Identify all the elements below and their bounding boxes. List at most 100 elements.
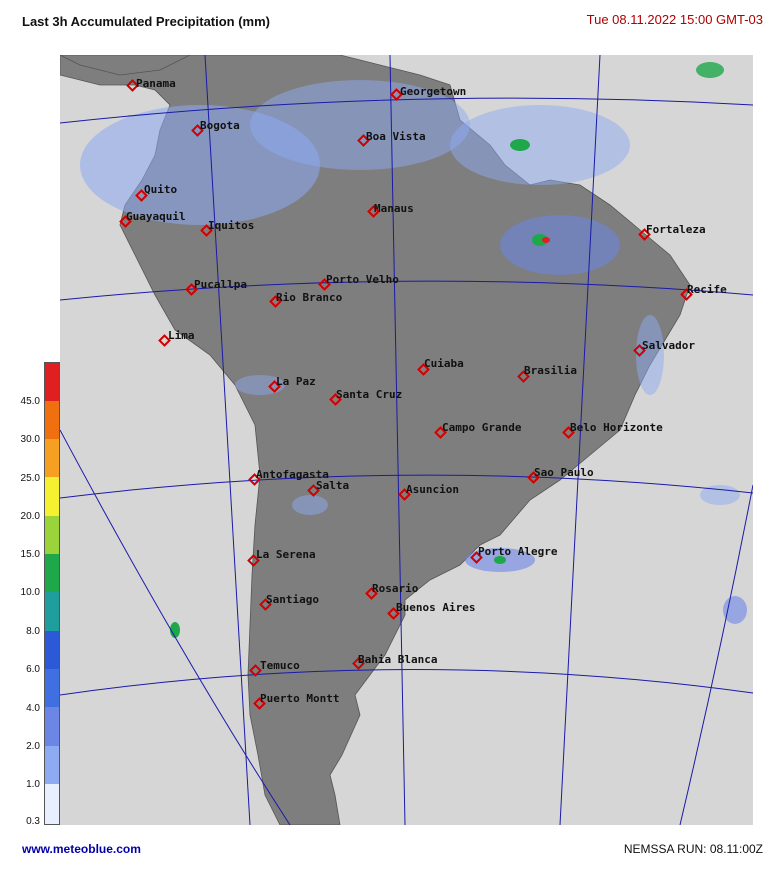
city-antofagasta[interactable]: Antofagasta: [248, 468, 329, 486]
city-layer: Panama Georgetown Bogota Boa Vista Quito…: [119, 77, 728, 710]
city-fortaleza[interactable]: Fortaleza: [638, 223, 706, 241]
colorbar-segment: [45, 784, 59, 824]
city-label: Recife: [687, 283, 727, 296]
colorbar-segment: [45, 477, 59, 516]
precipitation-map[interactable]: Panama Georgetown Bogota Boa Vista Quito…: [60, 55, 753, 825]
city-quito[interactable]: Quito: [135, 183, 178, 202]
colorbar-segment: [45, 439, 59, 477]
meteoblue-link[interactable]: www.meteoblue.com: [22, 842, 141, 856]
city-label: Quito: [144, 183, 177, 196]
colorbar-label: 20.0: [20, 511, 40, 522]
city-porto-alegre[interactable]: Porto Alegre: [470, 545, 558, 564]
city-asuncion[interactable]: Asuncion: [398, 483, 459, 501]
city-label: Boa Vista: [366, 130, 426, 143]
city-label: Bogota: [200, 119, 240, 132]
city-label: La Serena: [256, 548, 316, 561]
city-label: Iquitos: [208, 219, 254, 232]
city-label: Fortaleza: [646, 223, 706, 236]
city-temuco[interactable]: Temuco: [249, 659, 301, 677]
colorbar-segment: [45, 631, 59, 669]
colorbar-segment: [45, 401, 59, 439]
city-label: Antofagasta: [256, 468, 329, 481]
colorbar-segment: [45, 669, 59, 707]
colorbar-segment: [45, 746, 59, 784]
city-label: Puerto Montt: [260, 692, 339, 705]
colorbar-label: 30.0: [20, 434, 40, 445]
city-recife[interactable]: Recife: [680, 283, 728, 301]
city-guayaquil[interactable]: Guayaquil: [119, 210, 186, 228]
city-georgetown[interactable]: Georgetown: [390, 85, 467, 101]
colorbar-label: 25.0: [20, 473, 40, 484]
city-label: Guayaquil: [126, 210, 186, 223]
colorbar-label: 0.3: [26, 816, 40, 827]
colorbar-segment: [45, 516, 59, 554]
city-label: Rio Branco: [276, 291, 343, 304]
colorbar-label: 1.0: [26, 779, 40, 790]
colorbar-label: 15.0: [20, 549, 40, 560]
city-campo-grande[interactable]: Campo Grande: [434, 421, 522, 439]
colorbar-label: 8.0: [26, 626, 40, 637]
city-label: Temuco: [260, 659, 300, 672]
city-puerto-montt[interactable]: Puerto Montt: [253, 692, 340, 710]
city-label: Sao Paulo: [534, 466, 594, 479]
city-label: Salta: [316, 479, 349, 492]
city-rosario[interactable]: Rosario: [365, 582, 419, 600]
city-label: Campo Grande: [442, 421, 522, 434]
city-boa-vista[interactable]: Boa Vista: [357, 130, 426, 147]
city-la-paz[interactable]: La Paz: [268, 375, 316, 393]
city-rio-branco[interactable]: Rio Branco: [269, 291, 343, 308]
colorbar-label: 2.0: [26, 741, 40, 752]
city-label: Cuiaba: [424, 357, 464, 370]
city-label: Lima: [168, 329, 195, 342]
colorbar-label: 45.0: [20, 396, 40, 407]
city-porto-velho[interactable]: Porto Velho: [318, 273, 400, 291]
colorbar-label: 4.0: [26, 703, 40, 714]
city-brasilia[interactable]: Brasilia: [517, 364, 577, 383]
precipitation-overlay: [80, 62, 747, 638]
city-santa-cruz[interactable]: Santa Cruz: [329, 388, 403, 406]
city-label: Pucallpa: [194, 278, 247, 291]
city-label: Buenos Aires: [396, 601, 475, 614]
city-label: Brasilia: [524, 364, 577, 377]
colorbar-segment: [45, 554, 59, 592]
precipitation-colorbar: [44, 362, 60, 825]
city-label: Belo Horizonte: [570, 421, 663, 434]
city-belo-horizonte[interactable]: Belo Horizonte: [562, 421, 664, 439]
city-pucallpa[interactable]: Pucallpa: [185, 278, 247, 296]
city-iquitos[interactable]: Iquitos: [200, 219, 255, 237]
city-label: Salvador: [642, 339, 695, 352]
colorbar-segment: [45, 707, 59, 746]
city-label: Panama: [136, 77, 176, 90]
map-title: Last 3h Accumulated Precipitation (mm): [22, 14, 271, 29]
land-central-america: [60, 55, 191, 76]
city-sao-paulo[interactable]: Sao Paulo: [527, 466, 594, 484]
city-buenos-aires[interactable]: Buenos Aires: [387, 601, 476, 620]
model-run-info: NEMSSA RUN: 08.11:00Z: [623, 842, 763, 856]
city-lima[interactable]: Lima: [158, 329, 195, 347]
city-salvador[interactable]: Salvador: [633, 339, 696, 357]
city-cuiaba[interactable]: Cuiaba: [417, 357, 464, 376]
city-salta[interactable]: Salta: [307, 479, 350, 497]
city-bogota[interactable]: Bogota: [191, 119, 240, 137]
timestamp: Tue 08.11.2022 15:00 GMT-03: [586, 12, 763, 27]
city-label: La Paz: [276, 375, 316, 388]
colorbar-label: 6.0: [26, 664, 40, 675]
city-manaus[interactable]: Manaus: [367, 202, 414, 218]
colorbar-segment: [45, 592, 59, 631]
city-bahia-blanca[interactable]: Bahia Blanca: [352, 653, 438, 670]
city-santiago[interactable]: Santiago: [259, 593, 320, 611]
city-label: Santiago: [266, 593, 319, 606]
map-canvas: Panama Georgetown Bogota Boa Vista Quito…: [60, 55, 753, 825]
city-label: Asuncion: [406, 483, 459, 496]
colorbar-segment: [45, 363, 59, 401]
city-label: Porto Velho: [326, 273, 399, 286]
city-label: Rosario: [372, 582, 419, 595]
city-label: Bahia Blanca: [358, 653, 437, 666]
graticule: [60, 55, 753, 825]
city-label: Georgetown: [400, 85, 466, 98]
colorbar-label: 10.0: [20, 587, 40, 598]
city-label: Manaus: [374, 202, 414, 215]
city-la-serena[interactable]: La Serena: [247, 548, 316, 567]
city-label: Porto Alegre: [478, 545, 558, 558]
city-panama[interactable]: Panama: [126, 77, 176, 92]
